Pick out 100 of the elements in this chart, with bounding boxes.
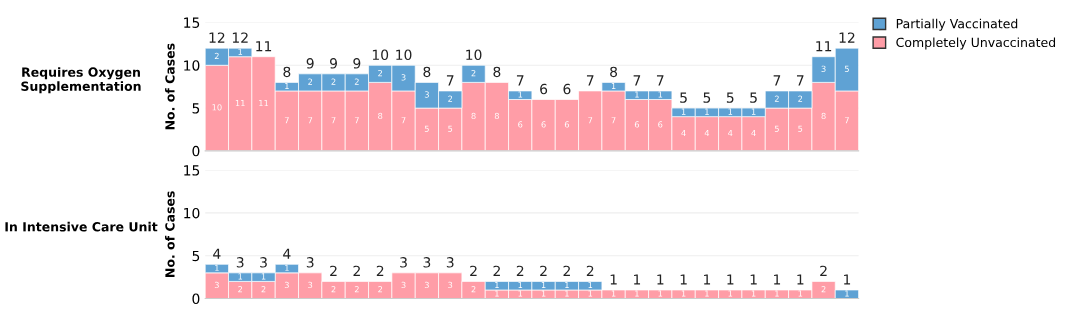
total-label: 9 (353, 58, 361, 69)
legend-label: Completely Unvaccinated (896, 37, 1056, 50)
total-label: 4 (213, 248, 221, 259)
data-label: 6 (658, 121, 663, 128)
total-label: 8 (283, 66, 291, 78)
data-label: 1 (285, 82, 289, 89)
data-label: 7 (331, 117, 336, 124)
data-label: 10 (212, 104, 222, 111)
total-label: 9 (306, 58, 314, 69)
total-label: 1 (797, 274, 804, 285)
total-label: 7 (446, 75, 454, 86)
data-label: 1 (565, 281, 569, 288)
data-label: 1 (611, 290, 616, 297)
data-label: 3 (308, 281, 313, 289)
total-label: 5 (750, 92, 757, 103)
data-label: 1 (705, 290, 709, 297)
total-label: 2 (516, 265, 524, 276)
data-label: 5 (448, 125, 453, 132)
total-label: 2 (493, 265, 500, 276)
total-label: 5 (703, 92, 711, 103)
total-label: 5 (680, 92, 687, 103)
data-label: 1 (635, 91, 639, 98)
data-label: 2 (331, 286, 336, 293)
total-label: 1 (750, 274, 757, 285)
total-label: 2 (563, 265, 570, 276)
total-label: 2 (330, 265, 337, 276)
data-label: 8 (378, 112, 383, 120)
legend-label: Partially Vaccinated (896, 18, 1018, 31)
total-label: 2 (376, 265, 384, 276)
data-label: 6 (634, 121, 640, 128)
data-label: 3 (401, 281, 406, 289)
data-label: 3 (448, 281, 453, 289)
total-label: 1 (844, 274, 851, 285)
data-label: 3 (214, 281, 219, 289)
total-label: 3 (446, 257, 454, 268)
total-label: 5 (726, 92, 734, 103)
data-label: 2 (238, 286, 243, 293)
data-label: 1 (215, 264, 219, 271)
y-tick-label: 0 (192, 145, 200, 157)
total-label: 12 (209, 32, 225, 43)
total-label: 7 (656, 75, 664, 86)
y-axis-title: No. of Cases (165, 191, 175, 277)
total-label: 8 (610, 66, 618, 78)
total-label: 7 (773, 75, 781, 86)
y-axis-title: No. of Cases (165, 43, 175, 130)
data-label: 3 (821, 65, 826, 72)
data-label: 7 (588, 117, 593, 124)
data-label: 1 (611, 82, 616, 89)
data-label: 5 (798, 125, 803, 132)
data-label: 8 (471, 112, 476, 120)
y-tick-label: 15 (184, 165, 200, 176)
data-label: 1 (775, 290, 779, 297)
data-label: 5 (774, 125, 779, 132)
data-label: 1 (518, 91, 523, 98)
total-label: 7 (796, 75, 804, 86)
total-label: 6 (540, 83, 548, 95)
data-label: 1 (565, 290, 569, 297)
total-label: 1 (634, 274, 641, 285)
data-label: 7 (284, 117, 289, 124)
total-label: 2 (470, 265, 477, 276)
data-label: 1 (728, 290, 733, 297)
data-label: 5 (424, 125, 429, 132)
data-label: 1 (588, 281, 593, 288)
data-label: 1 (541, 281, 546, 288)
data-label: 4 (681, 129, 686, 137)
data-label: 3 (284, 281, 289, 289)
data-label: 1 (798, 290, 803, 297)
data-label: 6 (541, 121, 546, 128)
data-label: 2 (354, 286, 359, 293)
data-label: 7 (354, 117, 359, 124)
data-label: 1 (261, 273, 266, 280)
total-label: 1 (680, 274, 687, 285)
data-label: 1 (681, 290, 686, 297)
data-label: 1 (681, 108, 686, 115)
total-label: 9 (330, 58, 337, 69)
data-label: 2 (378, 69, 383, 77)
total-label: 1 (657, 274, 664, 285)
total-label: 11 (816, 41, 832, 52)
data-label: 11 (235, 100, 245, 107)
data-label: 2 (471, 69, 476, 77)
data-label: 2 (774, 95, 779, 102)
total-label: 8 (493, 66, 501, 78)
total-label: 11 (256, 41, 272, 52)
total-label: 8 (423, 66, 431, 78)
total-label: 10 (466, 49, 482, 61)
data-label: 2 (471, 286, 476, 293)
data-label: 7 (611, 117, 616, 124)
y-tick-label: 10 (184, 207, 200, 219)
total-label: 12 (232, 32, 248, 43)
data-label: 1 (845, 290, 849, 297)
data-label: 2 (308, 78, 313, 85)
data-label: 2 (214, 52, 219, 60)
total-label: 12 (839, 32, 855, 43)
data-label: 1 (238, 273, 243, 280)
total-label: 7 (633, 75, 641, 86)
y-tick-label: 5 (192, 103, 200, 114)
total-label: 1 (704, 274, 711, 285)
data-label: 1 (658, 91, 663, 98)
data-label: 4 (751, 129, 756, 137)
data-label: 1 (635, 290, 639, 297)
